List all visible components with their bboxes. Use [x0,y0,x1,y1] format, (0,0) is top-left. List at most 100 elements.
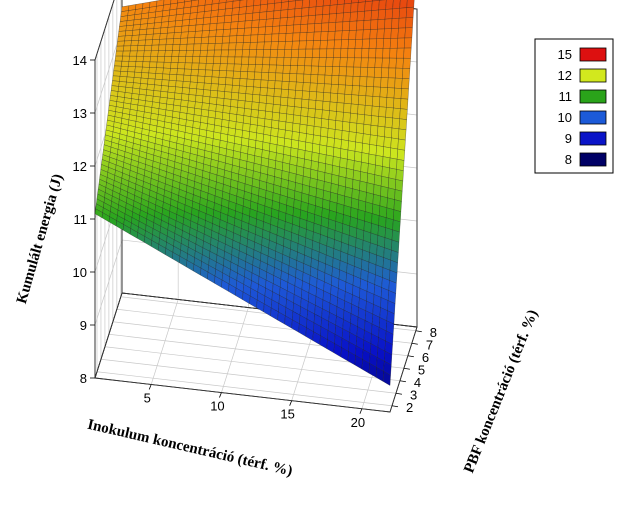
surface-cell [376,28,385,39]
surface-cell [333,147,342,159]
surface-cell [335,21,344,32]
surface-cell [238,6,247,15]
surface-cell [131,34,140,41]
surface-cell [343,103,352,114]
surface-cell [232,0,241,9]
surface-cell [332,156,341,168]
surface-cell [298,40,307,50]
surface-cell [190,75,199,83]
surface-cell [333,39,342,49]
z-tick-label: 11 [74,212,88,227]
surface-cell [262,49,271,58]
surface-cell [146,22,155,30]
surface-cell [135,56,144,62]
surface-cell [121,61,130,67]
surface-cell [133,77,142,84]
surface-cell [144,39,153,46]
surface-cell [285,113,294,124]
y-tick-mark [415,330,422,333]
surface-cell [310,74,319,84]
surface-cell [216,90,225,99]
surface-cell [384,8,393,20]
surface-cell [297,140,306,151]
surface-cell [231,14,239,23]
surface-cell [254,64,263,73]
surface-cell [238,85,247,94]
surface-cell [257,117,266,127]
surface-cell [199,56,208,64]
surface-cell [269,57,278,66]
surface-cell [214,43,223,51]
surface-cell [212,63,221,71]
surface-cell [245,5,254,14]
surface-cell [338,66,347,77]
surface-cell [380,185,389,199]
surface-cell [161,79,170,87]
surface-cell [285,32,294,42]
surface-cell [228,42,237,51]
surface-cell [274,80,283,90]
surface-cell [181,87,190,95]
surface-cell [299,32,308,42]
surface-cell [327,31,336,41]
surface-cell [194,30,203,38]
surface-cell [280,96,289,107]
z-tick-label: 14 [73,53,87,68]
y-tick-mark [399,380,406,383]
surface-cell [326,145,335,157]
surface-cell [405,6,414,18]
surface-cell [185,50,194,57]
surface-cell [201,102,210,111]
surface-cell [317,66,326,76]
surface-cell [259,11,268,21]
surface-cell [239,0,248,8]
surface-cell [223,22,232,30]
surface-cell [278,33,287,42]
surface-cell [269,135,278,146]
surface-cell [222,112,230,121]
surface-cell [250,109,259,119]
surface-cell [281,81,290,90]
surface-cell [360,161,369,174]
surface-cell [170,56,179,63]
surface-cell [202,95,211,104]
surface-cell [326,39,335,50]
surface-cell [365,95,374,107]
surface-cell [340,148,349,160]
surface-cell [125,81,134,89]
surface-cell [112,70,121,77]
surface-cell [271,119,280,130]
surface-cell [183,74,192,83]
surface-cell [347,149,356,161]
surface-cell [225,77,234,86]
surface-cell [354,141,363,153]
surface-cell [135,61,144,68]
surface-cell [278,120,287,131]
surface-cell [182,13,191,21]
surface-cell [346,57,355,68]
surface-cell [388,167,397,180]
surface-cell [158,44,167,51]
surface-cell [345,75,354,86]
surface-cell [197,4,206,13]
surface-cell [338,166,347,178]
surface-cell [183,6,192,15]
surface-cell [208,29,217,38]
surface-cell [243,115,252,125]
surface-cell [202,17,211,25]
surface-cell [312,48,321,58]
surface-cell [196,11,205,19]
surface-cell [202,89,211,98]
surface-cell [162,67,171,75]
surface-cell [240,64,249,72]
y-tick-label: 3 [410,387,417,402]
surface-cell [166,97,175,106]
surface-cell [122,45,132,52]
surface-cell [322,101,331,111]
surface-cell [399,0,408,9]
surface-cell [292,24,301,34]
y-tick-mark [407,355,414,358]
surface-cell [374,67,382,78]
surface-cell [236,107,245,116]
